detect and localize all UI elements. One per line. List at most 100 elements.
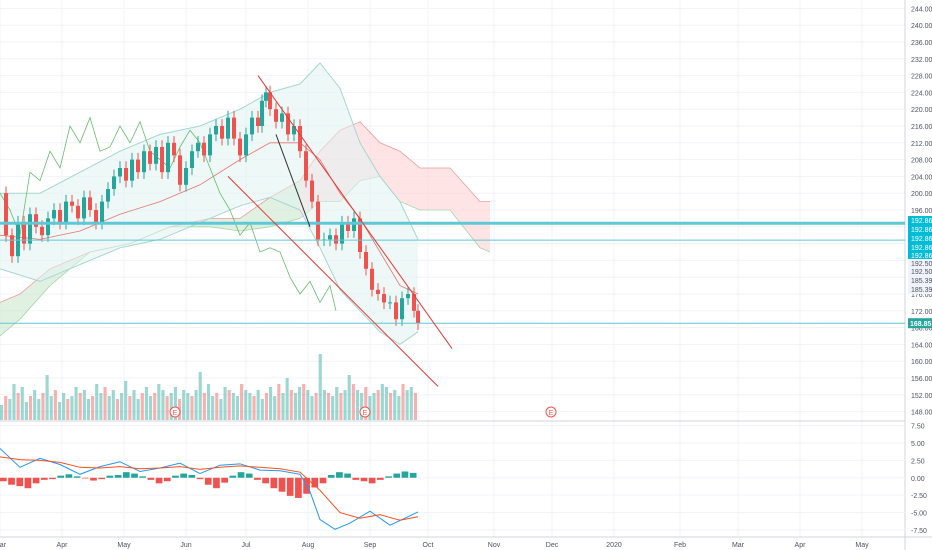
volume-bar	[227, 390, 231, 420]
candle-body	[34, 214, 38, 227]
time-tick-label: Dec	[546, 542, 559, 549]
candle-body	[340, 222, 344, 244]
trendline	[275, 134, 311, 227]
price-tick-label: 148.00	[911, 410, 932, 417]
macd-histogram-bar	[336, 472, 343, 478]
candle-body	[142, 151, 146, 173]
volume-bar	[161, 390, 165, 420]
candle-body	[118, 168, 122, 177]
macd-histogram-bar	[311, 477, 319, 488]
volume-bar	[82, 390, 86, 420]
volume-bar	[45, 375, 49, 420]
candle-body	[148, 151, 152, 164]
volume-bar	[281, 393, 285, 420]
candle-body	[166, 142, 170, 173]
level-tag-label: 192.86	[911, 245, 932, 252]
volume-bar	[339, 393, 343, 420]
time-tick-label: Apr	[57, 542, 69, 549]
level-tag-label: 185.39	[911, 278, 932, 285]
macd-histogram-bar	[32, 477, 40, 484]
candle-body	[106, 189, 110, 202]
macd-histogram-bar	[344, 473, 351, 478]
macd-tick-label: 5.00	[911, 441, 925, 448]
volume-bar	[322, 390, 326, 420]
volume-bar	[120, 393, 124, 420]
macd-histogram-bar	[270, 477, 278, 489]
macd-histogram-bar	[221, 477, 228, 483]
time-tick-label: Jun	[180, 542, 191, 549]
candle-body	[310, 180, 314, 202]
volume-bar	[302, 384, 306, 420]
macd-histogram-bar	[204, 477, 212, 485]
candle-body	[328, 235, 332, 240]
level-tag-bg	[908, 267, 932, 276]
time-tick-label: Apr	[795, 542, 807, 549]
signal-line	[0, 456, 419, 521]
candle-body	[76, 205, 80, 219]
price-tick-label: 152.00	[911, 393, 932, 400]
volume-bar	[49, 396, 53, 420]
candle-body	[346, 222, 350, 231]
macd-histogram-bar	[278, 477, 286, 492]
level-tag-label: 192.50	[911, 261, 932, 268]
macd-tick-label: 2.50	[911, 458, 925, 465]
time-tick-label: Oct	[423, 542, 434, 549]
macd-histogram-bar	[237, 472, 245, 478]
candle-body	[256, 117, 260, 126]
level-tag-bg	[908, 259, 932, 268]
volume-bar	[124, 381, 128, 420]
candle-body	[260, 100, 264, 126]
volume-bar	[256, 390, 260, 420]
candle-body	[232, 117, 236, 139]
bollinger-bands	[0, 62, 419, 346]
candle-body	[394, 302, 398, 320]
volume-bar	[248, 393, 252, 420]
macd-histogram-bar	[229, 475, 237, 478]
candle-body	[334, 235, 338, 244]
volume-bar	[169, 393, 173, 420]
trendlines[interactable]	[227, 75, 453, 387]
volume-bar	[91, 396, 95, 420]
price-axis[interactable]: 244.00 240.00 236.00 232.00 228.00 224.00 220.…	[908, 6, 932, 535]
macd-histogram-bar	[385, 476, 392, 478]
volume-bar	[326, 393, 331, 420]
time-tick-label: Aug	[302, 542, 315, 549]
macd-histogram-bar	[49, 477, 56, 480]
time-axis[interactable]: Mar Apr May Jun Jul Aug Sep Oct Nov Dec 2020 Feb Mar…	[0, 542, 869, 549]
time-tick-label: 2020	[606, 542, 622, 549]
candle-body	[238, 138, 242, 156]
price-tick-label: 172.00	[911, 309, 932, 316]
candle-body	[304, 151, 308, 181]
macd-histogram-bar	[172, 475, 179, 478]
macd-histogram-bar	[377, 477, 384, 480]
volume-bar	[0, 405, 4, 420]
macd-tick-label: -5.00	[911, 511, 927, 518]
price-tick-label: 208.00	[911, 158, 932, 165]
volume-bar	[78, 393, 82, 420]
volume-bar	[41, 393, 45, 420]
price-tick-label: 176.00	[911, 292, 932, 299]
volume-bar	[140, 393, 144, 420]
volume-bar	[111, 390, 115, 420]
candle-body	[28, 214, 32, 244]
macd-histogram-bar	[24, 477, 32, 489]
volume-bar	[240, 384, 244, 420]
volume-bar	[409, 387, 413, 420]
volume-bar	[28, 396, 33, 420]
horizontal-levels[interactable]	[0, 221, 905, 324]
volume-bar	[62, 393, 66, 420]
candle-body	[244, 134, 248, 156]
macd-line	[0, 448, 419, 530]
volume-bar	[380, 384, 384, 420]
earnings-marker-icon	[359, 406, 371, 418]
level-tag-label: 192.86	[911, 253, 932, 260]
last-price-tag-bg	[908, 318, 932, 329]
candle-body	[136, 159, 140, 173]
candle-body	[94, 210, 98, 223]
volume-bar	[202, 393, 206, 420]
candle-body	[190, 151, 194, 168]
candle-body	[202, 142, 206, 156]
